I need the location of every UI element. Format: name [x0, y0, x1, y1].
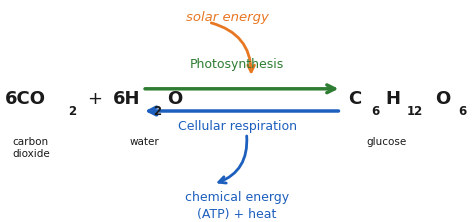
Text: carbon
dioxide: carbon dioxide	[12, 137, 50, 159]
Text: 6H: 6H	[113, 90, 141, 108]
Text: 6: 6	[458, 105, 466, 117]
Text: chemical energy
(ATP) + heat: chemical energy (ATP) + heat	[185, 191, 289, 221]
Text: H: H	[385, 90, 401, 108]
Text: water: water	[129, 137, 159, 147]
Text: Photosynthesis: Photosynthesis	[190, 58, 284, 71]
Text: C: C	[348, 90, 362, 108]
Text: solar energy: solar energy	[186, 11, 269, 24]
Text: 6CO: 6CO	[5, 90, 46, 108]
Text: +: +	[87, 90, 102, 108]
Text: glucose: glucose	[366, 137, 406, 147]
Text: Cellular respiration: Cellular respiration	[177, 120, 297, 133]
Text: 2: 2	[68, 105, 76, 117]
Text: 6: 6	[371, 105, 379, 117]
Text: 12: 12	[407, 105, 423, 117]
Text: 2: 2	[153, 105, 161, 117]
Text: O: O	[435, 90, 450, 108]
Text: O: O	[167, 90, 182, 108]
